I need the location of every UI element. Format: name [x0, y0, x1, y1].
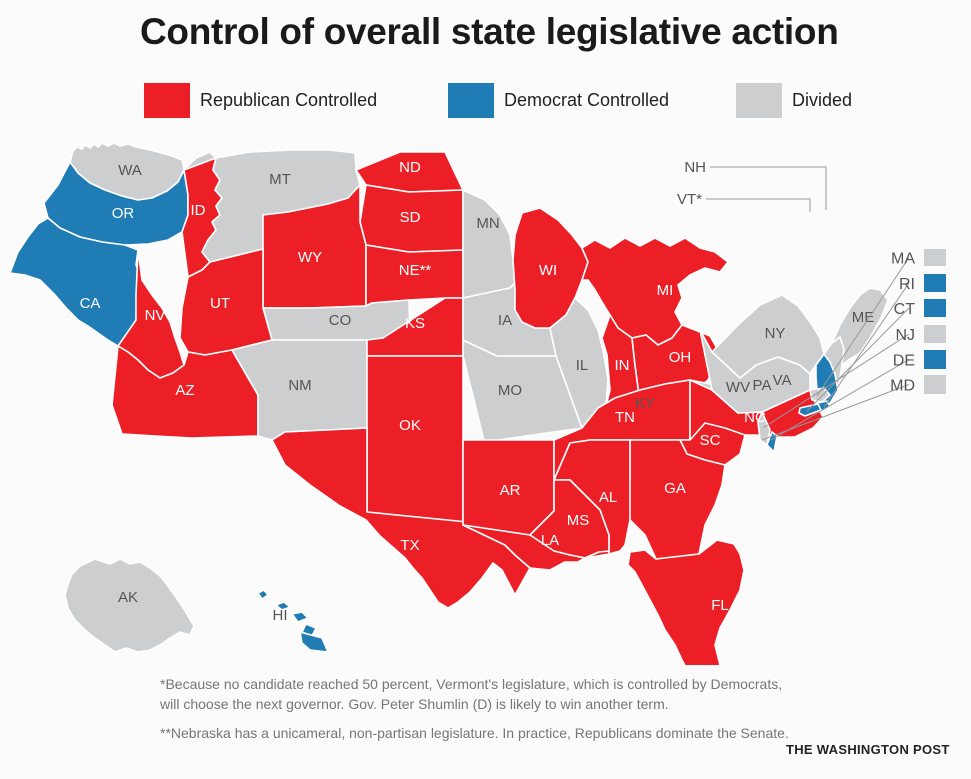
svg-text:WV: WV [726, 379, 750, 396]
svg-text:KS: KS [405, 315, 425, 332]
svg-text:AK: AK [118, 589, 138, 606]
svg-text:ME: ME [852, 309, 875, 326]
svg-text:MS: MS [567, 512, 590, 529]
svg-text:HI: HI [273, 607, 288, 624]
svg-text:SD: SD [400, 209, 421, 226]
svg-text:WA: WA [118, 162, 142, 179]
svg-text:AL: AL [599, 489, 617, 506]
svg-text:ND: ND [399, 159, 421, 176]
svg-text:DE: DE [893, 353, 915, 370]
svg-text:OH: OH [669, 349, 692, 366]
svg-text:KY: KY [635, 395, 655, 412]
svg-text:MN: MN [476, 215, 499, 232]
svg-text:PA: PA [753, 377, 772, 394]
svg-text:NC: NC [744, 409, 766, 426]
svg-text:VT*: VT* [677, 191, 702, 208]
svg-text:MO: MO [498, 382, 522, 399]
svg-text:MT: MT [269, 171, 291, 188]
svg-text:MA: MA [891, 251, 915, 268]
svg-text:UT: UT [210, 295, 230, 312]
svg-text:NH: NH [684, 159, 706, 176]
svg-text:CA: CA [80, 295, 101, 312]
svg-text:FL: FL [711, 597, 729, 614]
svg-text:WY: WY [298, 249, 322, 266]
svg-text:VA: VA [773, 372, 792, 389]
svg-text:IA: IA [498, 312, 512, 329]
svg-text:IL: IL [576, 357, 589, 374]
svg-text:NM: NM [288, 377, 311, 394]
svg-text:NY: NY [765, 325, 786, 342]
svg-text:MI: MI [657, 282, 674, 299]
svg-text:NV: NV [145, 307, 166, 324]
svg-text:ID: ID [191, 202, 206, 219]
svg-text:SC: SC [700, 432, 721, 449]
svg-text:GA: GA [664, 480, 686, 497]
svg-text:CO: CO [329, 312, 352, 329]
svg-text:TN: TN [615, 409, 635, 426]
svg-text:WI: WI [539, 262, 557, 279]
svg-text:TX: TX [400, 537, 419, 554]
svg-text:RI: RI [899, 276, 915, 293]
svg-text:LA: LA [541, 532, 559, 549]
svg-text:NJ: NJ [895, 327, 915, 344]
svg-text:IN: IN [615, 357, 630, 374]
svg-text:OK: OK [399, 417, 421, 434]
svg-text:MD: MD [890, 378, 915, 395]
svg-text:AZ: AZ [175, 382, 194, 399]
svg-text:CT: CT [894, 301, 916, 318]
svg-text:AR: AR [500, 482, 521, 499]
svg-text:NE**: NE** [399, 262, 432, 279]
svg-text:OR: OR [112, 205, 135, 222]
